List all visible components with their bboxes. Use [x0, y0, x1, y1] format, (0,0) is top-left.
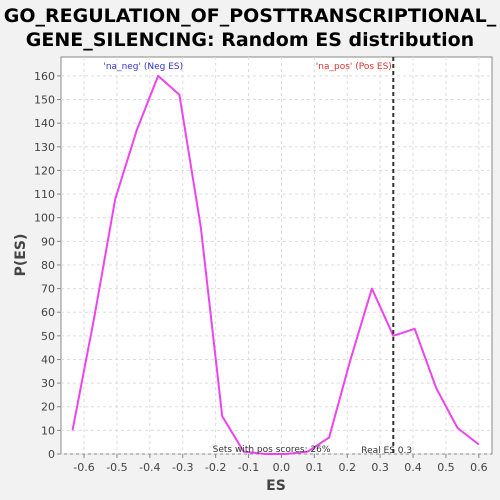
x-tick-label: 0.4 [404, 461, 422, 474]
x-axis-ticks: -0.6 -0.5 -0.4 -0.3 -0.2 -0.1 0.0 0.1 0.2 0.3 0.4 0… [73, 454, 488, 474]
grid-lines [61, 57, 492, 455]
legend-pos-es: 'na_pos' (Pos ES) [316, 62, 392, 72]
y-tick-label: 20 [41, 401, 55, 414]
x-tick-label: -0.4 [139, 461, 160, 474]
x-tick-label: 0.0 [273, 461, 291, 474]
x-tick-label: -0.6 [73, 461, 94, 474]
x-tick-label: -0.3 [172, 461, 193, 474]
y-tick-label: 50 [41, 330, 55, 343]
y-tick-label: 150 [34, 94, 55, 107]
plot-area [60, 56, 493, 455]
y-tick-label: 70 [41, 283, 55, 296]
x-tick-label: -0.1 [238, 461, 259, 474]
pos-scores-annotation: Sets with pos scores: 26% [213, 445, 331, 455]
y-tick-label: 130 [34, 141, 55, 154]
y-tick-label: 30 [41, 377, 55, 390]
x-tick-label: 0.2 [338, 461, 356, 474]
chart-title-line1: GO_REGULATION_OF_POSTTRANSCRIPTIONAL_ [4, 5, 497, 27]
y-tick-label: 80 [41, 259, 55, 272]
x-axis-title: ES [266, 478, 286, 494]
y-tick-label: 40 [41, 353, 55, 366]
real-es-label: Real ES 0.3 [361, 446, 412, 456]
x-tick-label: 0.3 [371, 461, 389, 474]
y-tick-label: 120 [34, 164, 55, 177]
y-tick-label: 0 [48, 448, 55, 461]
series-layer [71, 74, 480, 455]
y-tick-label: 140 [34, 117, 55, 130]
x-tick-label: -0.2 [205, 461, 226, 474]
y-tick-label: 100 [34, 212, 55, 225]
y-axis-title: P(ES) [13, 234, 29, 277]
x-tick-label: 0.6 [470, 461, 488, 474]
y-tick-label: 90 [41, 235, 55, 248]
x-tick-label: 0.1 [306, 461, 324, 474]
x-tick-label: -0.5 [106, 461, 127, 474]
series-line [71, 74, 480, 455]
y-axis-ticks: 0 10 20 30 40 50 60 70 80 90 100 110 120 130 140 150 160 [34, 70, 61, 461]
x-tick-label: 0.5 [437, 461, 455, 474]
y-tick-label: 110 [34, 188, 55, 201]
legend-neg-es: 'na_neg' (Neg ES) [103, 62, 183, 72]
y-tick-label: 10 [41, 424, 55, 437]
chart-title-line2: GENE_SILENCING: Random ES distribution [26, 29, 474, 51]
y-tick-label: 160 [34, 70, 55, 83]
y-tick-label: 60 [41, 306, 55, 319]
